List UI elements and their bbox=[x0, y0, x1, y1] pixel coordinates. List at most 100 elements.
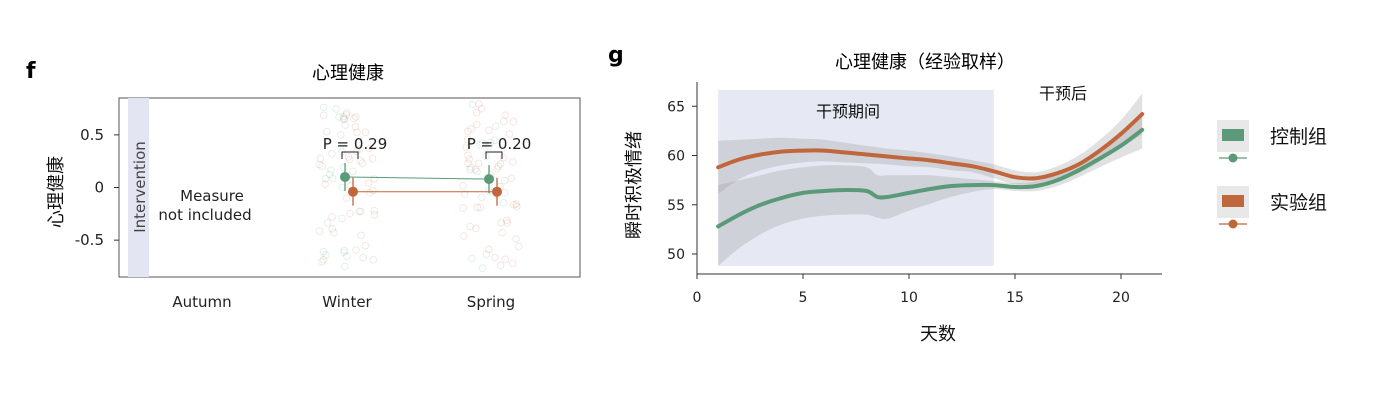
jitter-point bbox=[482, 250, 491, 259]
jitter-point bbox=[466, 165, 474, 174]
panel-f-x-ticks: Autumn Winter Spring bbox=[172, 293, 515, 311]
jitter-point bbox=[485, 142, 493, 151]
jitter-point bbox=[491, 136, 499, 144]
jitter-point bbox=[352, 246, 360, 254]
panel-f-series bbox=[340, 162, 502, 206]
jitter-point bbox=[321, 180, 329, 189]
jitter-point bbox=[508, 259, 517, 268]
jitter-point bbox=[464, 159, 472, 168]
jitter-point bbox=[460, 190, 469, 198]
not-included-line2: not included bbox=[158, 206, 251, 224]
intervention-period-label: 干预期间 bbox=[816, 102, 880, 121]
jitter-point bbox=[476, 140, 485, 149]
series-line bbox=[716, 112, 1145, 181]
jitter-point bbox=[352, 147, 361, 155]
jitter-point bbox=[316, 154, 325, 163]
jitter-point bbox=[502, 216, 511, 225]
jitter-point bbox=[335, 113, 343, 121]
jitter-point bbox=[513, 202, 521, 211]
jitter-point bbox=[336, 131, 345, 139]
jitter-point bbox=[512, 200, 520, 208]
panel-f-y-ticks: 0.5 0 -0.5 bbox=[75, 126, 119, 249]
jitter-point bbox=[365, 144, 373, 153]
jitter-point bbox=[500, 188, 509, 197]
jitter-point bbox=[491, 253, 499, 262]
jitter-point bbox=[370, 206, 379, 215]
jitter-point bbox=[477, 104, 486, 113]
panel-g-xlabel: 天数 bbox=[920, 324, 956, 345]
x-tick-label: Autumn bbox=[172, 293, 231, 311]
jitter-point bbox=[463, 127, 472, 136]
p-value-bracket bbox=[341, 151, 359, 159]
jitter-point bbox=[328, 213, 336, 221]
jitter-point bbox=[342, 110, 351, 119]
intervention-band bbox=[128, 98, 149, 277]
jitter-point bbox=[503, 219, 512, 227]
jitter-point bbox=[319, 103, 328, 112]
jitter-point bbox=[315, 227, 324, 235]
jitter-point bbox=[465, 155, 474, 163]
jitter-point bbox=[319, 111, 328, 120]
panel-f-label: f bbox=[26, 59, 36, 84]
jitter-point bbox=[368, 186, 377, 195]
jitter-point bbox=[340, 262, 349, 271]
jitter-point bbox=[478, 139, 487, 147]
p-value-label: P = 0.29 bbox=[323, 135, 388, 153]
y-tick-label: 0 bbox=[94, 179, 104, 197]
x-tick-label: 10 bbox=[900, 290, 918, 306]
post-intervention-label: 干预后 bbox=[1039, 84, 1087, 103]
jitter-point bbox=[494, 162, 503, 171]
jitter-point bbox=[475, 100, 483, 108]
jitter-point bbox=[508, 158, 517, 166]
jitter-point bbox=[370, 210, 379, 219]
jitter-point bbox=[512, 235, 520, 243]
x-tick-label: 15 bbox=[1006, 290, 1024, 306]
jitter-point bbox=[364, 179, 373, 187]
not-included-line1: Measure bbox=[180, 187, 244, 205]
confidence-band bbox=[718, 93, 1143, 194]
jitter-point bbox=[368, 154, 377, 163]
jitter-point bbox=[472, 108, 481, 117]
jitter-point bbox=[365, 188, 374, 197]
panel-g-ylabel: 瞬时积极情绪 bbox=[624, 131, 645, 239]
jitter-point bbox=[501, 255, 510, 264]
jitter-point bbox=[499, 199, 508, 207]
jitter-point bbox=[467, 124, 475, 133]
jitter-point bbox=[464, 151, 472, 160]
panel-g-label: g bbox=[608, 43, 624, 68]
jitter-point bbox=[345, 155, 354, 164]
jitter-point bbox=[491, 122, 500, 130]
series-connector bbox=[344, 176, 490, 180]
jitter-point bbox=[328, 225, 337, 233]
jitter-point bbox=[344, 153, 353, 161]
jitter-point bbox=[342, 194, 351, 203]
series-point bbox=[340, 171, 350, 182]
jitter-point bbox=[496, 160, 505, 168]
jitter-point bbox=[501, 111, 510, 120]
jitter-point bbox=[358, 159, 367, 167]
jitter-point bbox=[459, 182, 467, 190]
jitter-point bbox=[339, 115, 348, 123]
jitter-point bbox=[500, 176, 509, 185]
jitter-point bbox=[342, 108, 351, 117]
jitter-point bbox=[514, 242, 523, 251]
p-value-label: P = 0.20 bbox=[467, 135, 532, 153]
jitter-point bbox=[340, 246, 349, 255]
y-tick-label: 50 bbox=[667, 247, 685, 263]
panel-g-series-lines bbox=[716, 112, 1145, 229]
jitter-point bbox=[348, 167, 357, 176]
jitter-point bbox=[355, 207, 363, 216]
legend-label: 实验组 bbox=[1270, 192, 1327, 214]
y-tick-label: 65 bbox=[667, 99, 685, 115]
jitter-point bbox=[340, 115, 349, 123]
jitter-point bbox=[343, 252, 351, 261]
jitter-point bbox=[478, 264, 487, 272]
jitter-point bbox=[318, 162, 326, 170]
jitter-point bbox=[471, 165, 480, 174]
jitter-point bbox=[468, 100, 477, 109]
series-line bbox=[716, 127, 1145, 229]
jitter-point bbox=[325, 170, 334, 179]
jitter-point bbox=[493, 164, 501, 173]
